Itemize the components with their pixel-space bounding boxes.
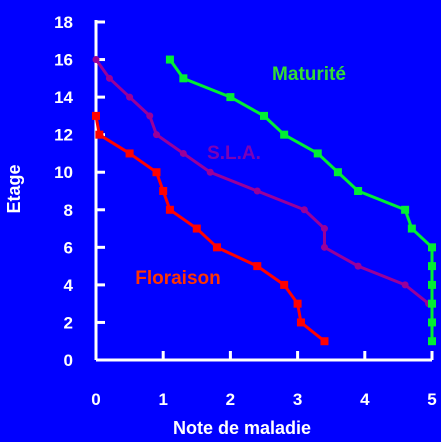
y-tick-label: 10 (54, 163, 73, 182)
y-tick-label: 8 (64, 201, 73, 220)
data-point (92, 56, 100, 64)
data-point (152, 131, 160, 139)
data-point (320, 243, 328, 251)
y-tick-label: 6 (64, 238, 73, 257)
data-point (179, 74, 188, 83)
y-tick-label: 18 (54, 13, 73, 32)
data-point (92, 111, 100, 120)
series-label-floraison: Floraison (135, 268, 221, 289)
data-point (428, 280, 436, 289)
data-point (354, 187, 363, 195)
data-point (159, 187, 168, 195)
data-point (407, 224, 416, 233)
y-tick-label: 12 (54, 126, 73, 145)
y-tick-label: 2 (64, 313, 73, 332)
y-tick-label: 4 (64, 276, 74, 295)
data-point (320, 337, 329, 346)
series-label-s-l-a: S.L.A. (207, 143, 261, 164)
data-point (280, 130, 289, 139)
y-tick-label: 14 (54, 88, 73, 107)
data-point (428, 243, 436, 252)
data-point (428, 262, 436, 271)
data-point (152, 168, 161, 177)
data-point (333, 168, 342, 177)
x-axis-title: Note de maladie (173, 418, 311, 438)
data-point (401, 281, 409, 289)
data-point (428, 337, 436, 346)
data-point (105, 74, 113, 82)
data-point (293, 299, 302, 308)
series-line (94, 58, 430, 305)
data-point (300, 206, 308, 214)
data-point (428, 299, 436, 308)
data-point (296, 318, 305, 327)
data-point (125, 149, 134, 158)
data-point (313, 149, 322, 158)
y-tick-label: 0 (64, 351, 73, 370)
data-point (95, 130, 104, 139)
data-point (401, 205, 410, 214)
labels-layer: Floraison S.L.A. Maturité (135, 64, 346, 289)
data-point (179, 149, 187, 157)
data-point (192, 224, 201, 233)
x-tick-label: 0 (91, 390, 100, 409)
x-tick-label: 1 (158, 390, 167, 409)
data-point (146, 112, 154, 120)
series-layer (92, 55, 436, 346)
y-axis-title: Etage (4, 164, 24, 213)
data-point (253, 262, 262, 271)
x-tick-label: 4 (360, 390, 370, 409)
data-point (126, 93, 134, 101)
data-point (354, 262, 362, 270)
x-tick-label: 2 (226, 390, 235, 409)
series-label-maturit: Maturité (272, 64, 346, 85)
data-point (253, 187, 261, 195)
data-point (212, 243, 221, 252)
x-tick-label: 3 (293, 390, 302, 409)
y-tick-label: 16 (54, 51, 73, 70)
series-line (168, 58, 434, 342)
data-point (206, 168, 214, 176)
data-point (165, 55, 174, 64)
data-point (165, 205, 174, 214)
series-maturit (165, 55, 436, 346)
data-point (260, 111, 268, 120)
data-point (226, 93, 235, 102)
data-point (428, 318, 436, 327)
data-point (280, 280, 289, 289)
series-s-l-a (92, 56, 433, 308)
series-floraison (92, 111, 329, 346)
data-point (320, 225, 328, 233)
x-tick-label: 5 (427, 390, 436, 409)
